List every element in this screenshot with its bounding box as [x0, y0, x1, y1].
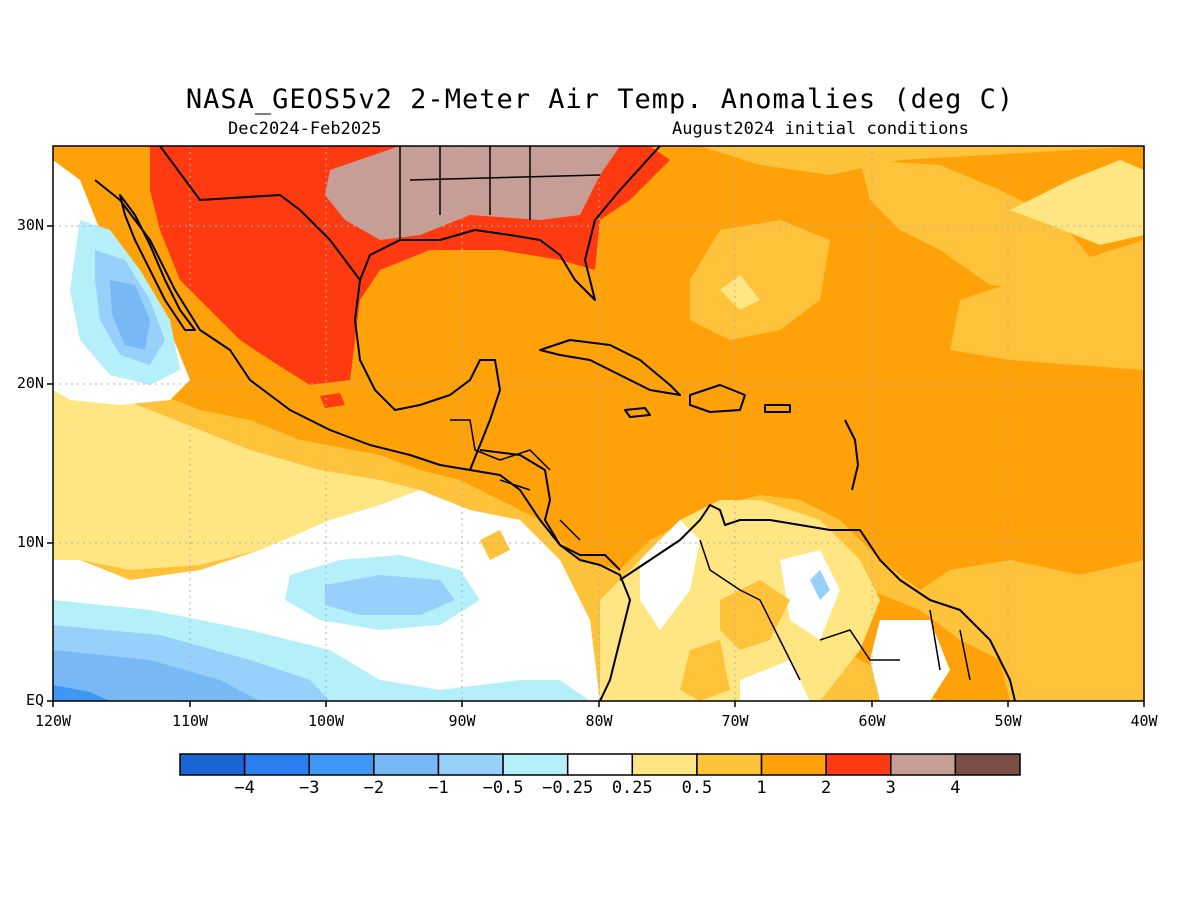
coast-puerto-rico: [764, 404, 791, 413]
lat-label-10n: 10N: [16, 533, 44, 551]
gridlines: [53, 146, 1144, 701]
field-orange-sa2: [680, 640, 730, 701]
colorbar-swatch: [179, 753, 246, 776]
colorbar-swatch: [502, 753, 569, 776]
field-white-sa1: [640, 520, 700, 630]
colorbar-swatch: [760, 753, 827, 776]
lat-label-eq: EQ: [25, 691, 44, 709]
border-us-mex: [159, 146, 361, 281]
colorbar-swatch: [566, 753, 634, 776]
coast-central-am-caribbean: [479, 449, 621, 571]
colorbar-swatch: [954, 753, 1021, 776]
colorbar-swatch: [373, 753, 440, 776]
colorbar-label: −2: [363, 778, 385, 798]
colorbar-swatch: [308, 753, 375, 776]
field-orange-sa3: [600, 475, 655, 500]
colorbar-label: 0.5: [681, 778, 713, 798]
field-blue-pac4: [53, 685, 110, 701]
coastlines: [94, 146, 1016, 701]
coast-lesser-antilles: [844, 419, 859, 491]
colorbar-label: 2: [821, 778, 832, 798]
colorbar-swatch: [631, 753, 698, 776]
coast-baja: [119, 194, 196, 331]
lon-label-120w: 120W: [34, 712, 72, 730]
lon-label-110w: 110W: [171, 712, 209, 730]
border-central-am: [450, 419, 581, 541]
lon-label-70w: 70W: [721, 712, 749, 730]
colorbar-swatch: [825, 753, 892, 776]
colorbar: [179, 753, 1021, 776]
field-yellow-atl2: [720, 275, 760, 310]
field-white-sa4: [740, 660, 810, 701]
field-white-sa3: [870, 620, 950, 701]
map-title: NASA_GEOS5v2 2-Meter Air Temp. Anomalies…: [185, 84, 1015, 115]
colorbar-label: −0.5: [482, 778, 524, 798]
colorbar-label: 3: [885, 778, 896, 798]
colorbar-swatch: [437, 753, 504, 776]
field-blue-pac3: [53, 650, 260, 701]
coast-sa-north: [619, 504, 1016, 701]
colorbar-label: 4: [950, 778, 961, 798]
border-us-states: [399, 146, 601, 240]
lon-label-80w: 80W: [585, 712, 613, 730]
field-yellow-atl: [1010, 160, 1144, 245]
field-blue-sa: [810, 570, 830, 600]
coast-jamaica: [624, 407, 651, 418]
field-yellow-pac: [53, 380, 420, 570]
coast-cuba: [539, 339, 681, 396]
field-blue-baja2: [110, 280, 150, 350]
colorbar-label: −3: [298, 778, 320, 798]
colorbar-label: 0.25: [611, 778, 653, 798]
lon-label-50w: 50W: [994, 712, 1022, 730]
field-lo-atl: [690, 220, 830, 340]
lat-label-30n: 30N: [16, 216, 44, 234]
lon-label-100w: 100W: [307, 712, 345, 730]
border-sa: [699, 539, 971, 681]
colorbar-label: −1: [428, 778, 449, 798]
field-blue-pac1: [325, 575, 455, 615]
lat-label-20n: 20N: [16, 374, 44, 392]
initial-conditions: August2024 initial conditions: [672, 119, 969, 139]
lon-label-60w: 60W: [858, 712, 886, 730]
coast-hispaniola: [689, 384, 746, 413]
lon-label-40w: 40W: [1130, 712, 1158, 730]
colorbar-swatch: [243, 753, 310, 776]
colorbar-swatch: [696, 753, 763, 776]
field-orange-sa1: [720, 580, 790, 650]
colorbar-label: 1: [756, 778, 767, 798]
field-tan-us: [325, 146, 620, 240]
field-orange-pac-small: [480, 530, 510, 560]
field-white-sa2: [780, 550, 840, 640]
lon-label-90w: 90W: [448, 712, 476, 730]
colorbar-swatch: [890, 753, 957, 776]
forecast-period: Dec2024-Feb2025: [228, 119, 382, 139]
colorbar-label: −4: [234, 778, 255, 798]
colorbar-label: −0.25: [542, 778, 594, 798]
axis-ticks: [47, 225, 1145, 707]
field-lo-atl2: [860, 160, 1100, 290]
